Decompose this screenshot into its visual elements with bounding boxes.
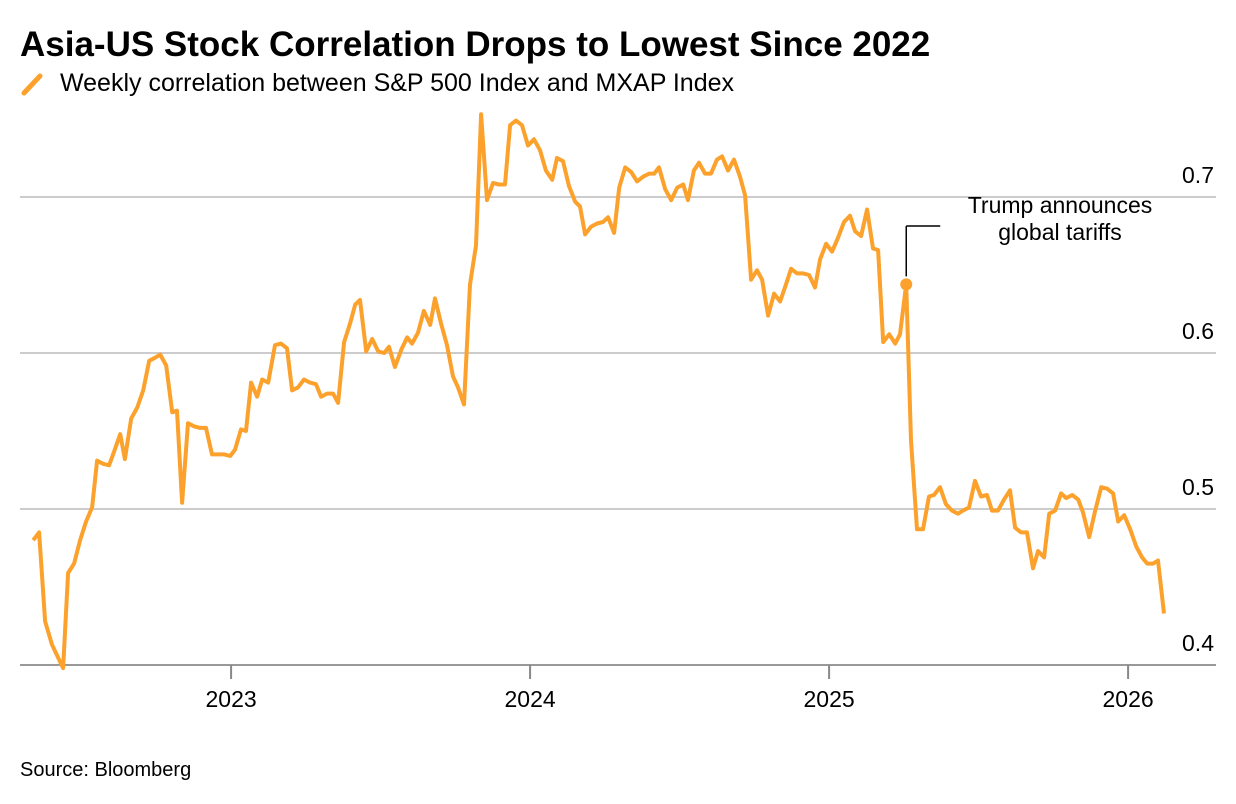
- annotation-text: Trump announces: [968, 192, 1153, 218]
- source: Source: Bloomberg: [20, 759, 191, 781]
- x-tick-label: 2024: [505, 686, 556, 712]
- line-series: [31, 112, 1166, 671]
- legend-swatch: [21, 73, 43, 96]
- legend-label: Weekly correlation between S&P 500 Index…: [60, 69, 735, 97]
- x-tick-label: 2025: [804, 686, 855, 712]
- annotation-marker: [900, 278, 913, 291]
- y-tick-label: 0.7: [1182, 162, 1214, 188]
- x-tick-label: 2023: [206, 686, 257, 712]
- y-tick-label: 0.6: [1182, 318, 1214, 344]
- annotation-text: global tariffs: [998, 219, 1122, 245]
- y-tick-label: 0.5: [1182, 474, 1214, 500]
- chart-title: Asia-US Stock Correlation Drops to Lowes…: [20, 25, 930, 64]
- x-tick-label: 2026: [1103, 686, 1154, 712]
- y-tick-label: 0.4: [1182, 630, 1214, 656]
